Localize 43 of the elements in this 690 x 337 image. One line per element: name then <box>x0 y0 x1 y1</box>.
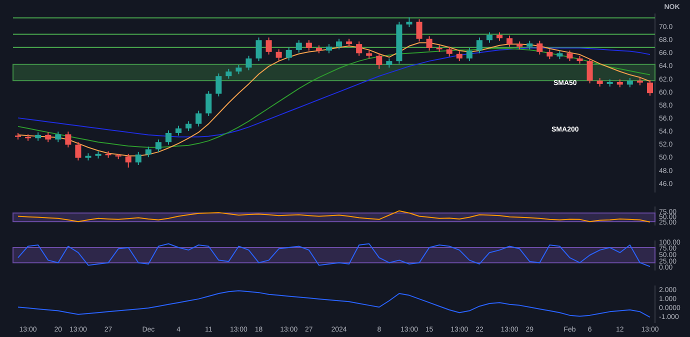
candlestick <box>536 40 543 56</box>
candlestick <box>125 153 132 168</box>
candlestick <box>256 37 262 62</box>
candlestick <box>466 47 472 62</box>
candlestick <box>266 37 272 56</box>
candlestick <box>326 44 332 54</box>
candlestick <box>586 58 593 84</box>
candlestick <box>236 64 242 75</box>
candlestick <box>356 40 362 56</box>
candlestick <box>216 72 222 97</box>
candlestick <box>196 110 202 127</box>
candlestick <box>186 120 192 132</box>
candlestick <box>206 90 212 116</box>
candlestick <box>286 46 292 61</box>
candlestick <box>646 80 653 96</box>
candlestick <box>386 58 392 68</box>
candlestick <box>406 16 412 28</box>
candlestick <box>176 125 182 136</box>
candlestick <box>336 38 342 50</box>
candlestick <box>506 35 513 48</box>
candlestick <box>45 132 52 143</box>
candlestick <box>276 48 282 61</box>
candlestick <box>476 37 482 54</box>
candlestick <box>226 68 232 80</box>
candlestick <box>155 139 162 152</box>
candlestick <box>145 146 152 158</box>
candlestick <box>626 78 633 88</box>
candlestick <box>456 50 462 62</box>
candlestick <box>426 36 432 52</box>
candlestick <box>55 131 62 143</box>
candlestick <box>165 130 172 146</box>
candlestick <box>135 151 142 166</box>
candlestick <box>546 48 553 60</box>
candlestick <box>75 142 82 161</box>
candlestick <box>566 50 573 62</box>
candlestick <box>416 18 422 42</box>
candlestick <box>296 40 302 54</box>
candlestick <box>65 131 72 148</box>
candlestick <box>376 52 382 70</box>
candlestick <box>486 32 492 44</box>
candlestick <box>306 40 312 52</box>
candlestick <box>446 46 452 57</box>
candlestick <box>246 55 252 71</box>
